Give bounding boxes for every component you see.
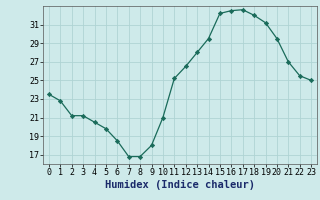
X-axis label: Humidex (Indice chaleur): Humidex (Indice chaleur): [105, 180, 255, 190]
